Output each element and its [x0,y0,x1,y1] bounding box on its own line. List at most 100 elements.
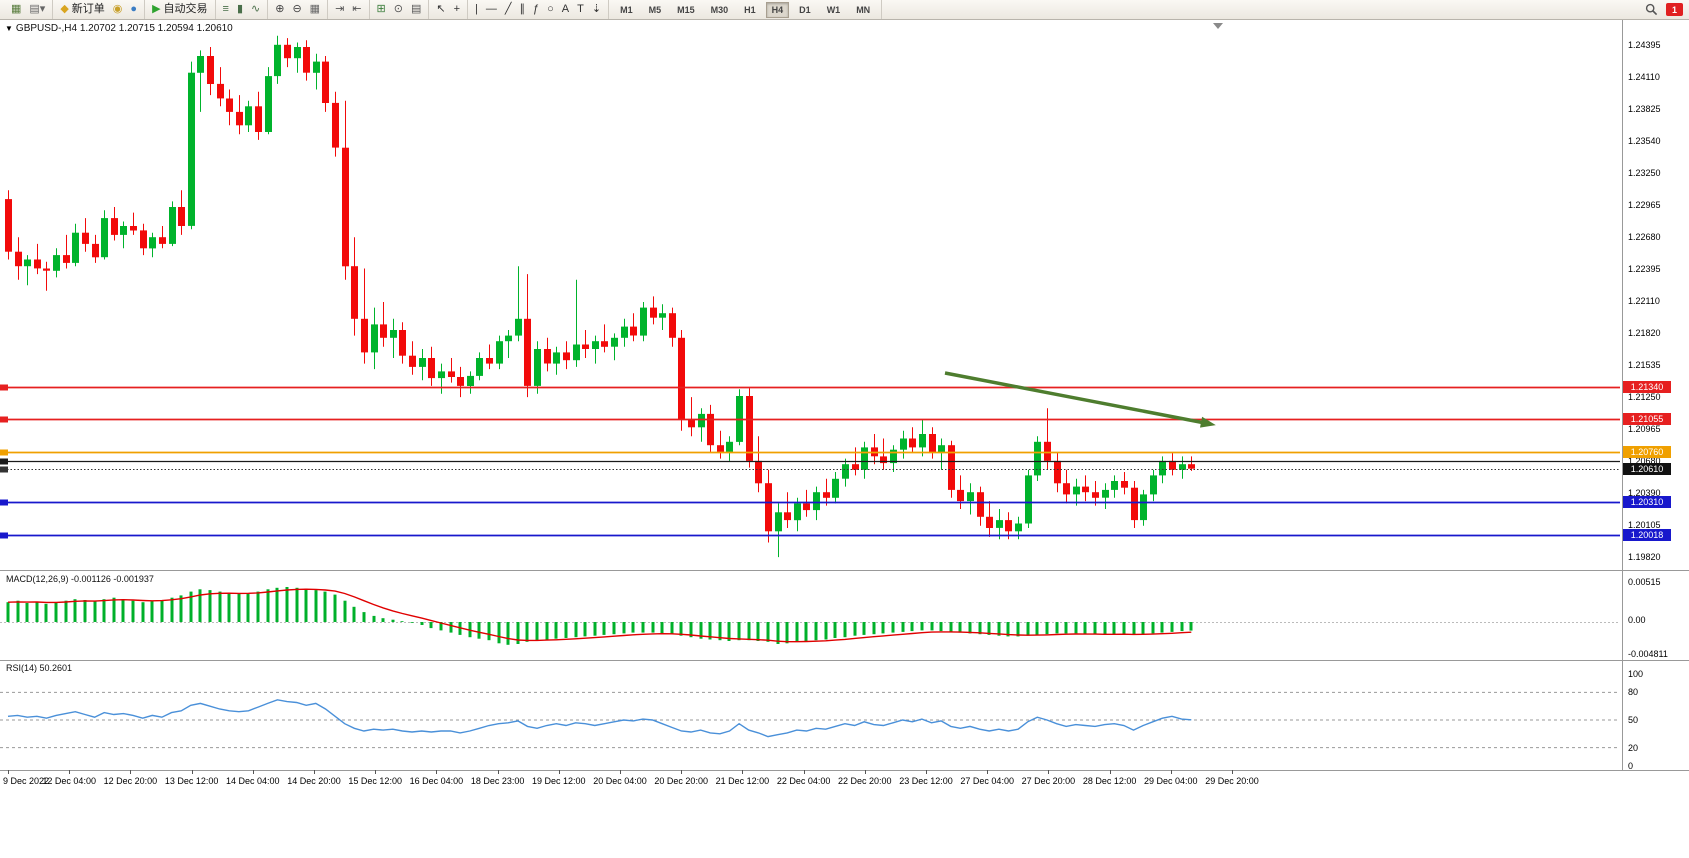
candle-body [1073,486,1080,495]
candle-body [72,232,79,263]
label-icon[interactable]: T [577,3,584,15]
candle-body [1121,481,1128,488]
candlestick-chart-icon[interactable]: ▮ [236,3,244,15]
candle-body [938,445,945,453]
line-chart-icon[interactable]: ∿ [251,3,261,15]
candle-body [698,413,705,428]
candle-body [197,56,204,73]
candle-body [1015,523,1022,532]
candle-body [361,318,368,353]
macd-histogram-bar [1112,622,1116,635]
line-left-marker [0,449,8,456]
candle-body [1131,487,1138,521]
symbol-collapse-icon[interactable]: ▼ [5,24,13,33]
timeframe-button-MN[interactable]: MN [856,4,871,15]
macd-histogram-bar [410,622,414,623]
timeframe-button-M15[interactable]: M15 [677,4,695,15]
candle-body [226,98,233,112]
candle-body [303,47,310,73]
candle-body [688,419,695,428]
search-icon[interactable] [1645,3,1658,16]
candle-body [1092,492,1099,498]
autotrading-button[interactable]: ▶ 自动交易 [152,3,208,15]
macd-histogram-bar [699,622,703,639]
trend-arrow[interactable] [944,371,1206,425]
timeframe-button-H1[interactable]: H1 [744,4,756,15]
timeframe-button-W1[interactable]: W1 [826,4,841,15]
time-label: 12 Dec 20:00 [103,776,158,786]
candle-body [803,503,810,511]
macd-histogram-bar [131,600,135,622]
indicators-icon[interactable]: ⊞ [376,3,386,15]
tile-windows-icon[interactable]: ▦ [309,3,321,15]
macd-histogram-bar [141,602,145,622]
chart-shift-icon[interactable]: ⇤ [352,3,362,15]
macd-axis-label: -0.004811 [1628,649,1668,659]
chart-type-group: ≡ ▮ ∿ [216,0,269,19]
macd-histogram-bar [227,593,231,622]
line-left-marker [0,532,8,539]
auto-scroll-icon[interactable]: ⇥ [335,3,345,15]
macd-histogram-bar [622,622,626,634]
macd-histogram-bar [323,591,327,622]
rsi-axis-label: 100 [1628,669,1644,679]
candle-body [409,355,416,367]
bar-chart-icon[interactable]: ≡ [222,3,229,15]
macd-histogram-bar [1055,622,1059,634]
macd-histogram-bar [246,593,250,622]
zoom-out-icon[interactable]: ⊖ [292,3,302,15]
line-left-marker [0,458,8,465]
candle-body [553,352,560,364]
candle-body [563,352,570,361]
text-icon[interactable]: A [561,3,570,15]
timeframe-button-D1[interactable]: D1 [799,4,811,15]
time-label: 21 Dec 12:00 [715,776,770,786]
community-icon[interactable]: ● [130,3,138,15]
crosshair-icon[interactable]: + [453,3,461,15]
macd-indicator-label: MACD(12,26,9) -0.001126 -0.001937 [6,574,154,584]
candle-body [371,324,378,353]
candle-body [101,218,108,258]
price-tag-1.20760: 1.20760 [1623,445,1671,458]
chart-shift-marker[interactable] [1213,23,1223,29]
zoom-in-icon[interactable]: ⊕ [275,3,285,15]
timeframe-button-H4[interactable]: H4 [765,1,790,18]
timeframe-button-M1[interactable]: M1 [620,4,633,15]
macd-histogram-bar [545,622,549,640]
price-axis-label: 1.22110 [1628,295,1660,306]
arrows-icon[interactable]: ⇣ [591,3,602,15]
cursor-icon[interactable]: ↖ [436,3,446,15]
fibonacci-icon[interactable]: ƒ [533,3,540,15]
candle-body [245,106,252,126]
trend-arrow-head[interactable] [1200,416,1216,428]
candle-body [92,243,99,258]
periods-icon[interactable]: ⊙ [393,3,403,15]
profiles-icon[interactable]: ▤▾ [29,3,46,15]
trendline-icon[interactable]: ╱ [504,3,512,15]
candle-body [1111,481,1118,490]
shapes-icon[interactable]: ○ [547,3,554,15]
timeframe-button-M5[interactable]: M5 [648,4,662,15]
macd-histogram-bar [429,622,433,629]
insert-group: ⊞ ⊙ ▤ [370,0,430,19]
candle-body [457,377,464,386]
new-order-button[interactable]: ◆ 新订单 [60,3,105,15]
channel-icon[interactable]: ∥ [519,3,526,15]
candle-body [217,83,224,99]
notification-badge[interactable]: 1 [1666,3,1683,16]
candle-body [544,349,551,364]
timeframe-button-M30[interactable]: M30 [710,4,729,15]
history-center-icon[interactable]: ◉ [112,3,123,15]
price-axis-label: 1.23825 [1628,104,1661,115]
vertical-line-icon[interactable]: | [475,3,478,15]
candle-body [967,492,974,502]
time-label: 14 Dec 04:00 [226,776,280,786]
new-chart-icon[interactable]: ▦ [11,3,22,15]
templates-icon[interactable]: ▤ [410,3,422,15]
autotrade-group: ▶ 自动交易 [145,0,216,19]
macd-histogram-bar [1122,622,1126,635]
horizontal-line-icon[interactable]: — [485,3,497,15]
price-axis-label: 1.20680 [1628,455,1661,466]
macd-histogram-bar [256,591,260,622]
